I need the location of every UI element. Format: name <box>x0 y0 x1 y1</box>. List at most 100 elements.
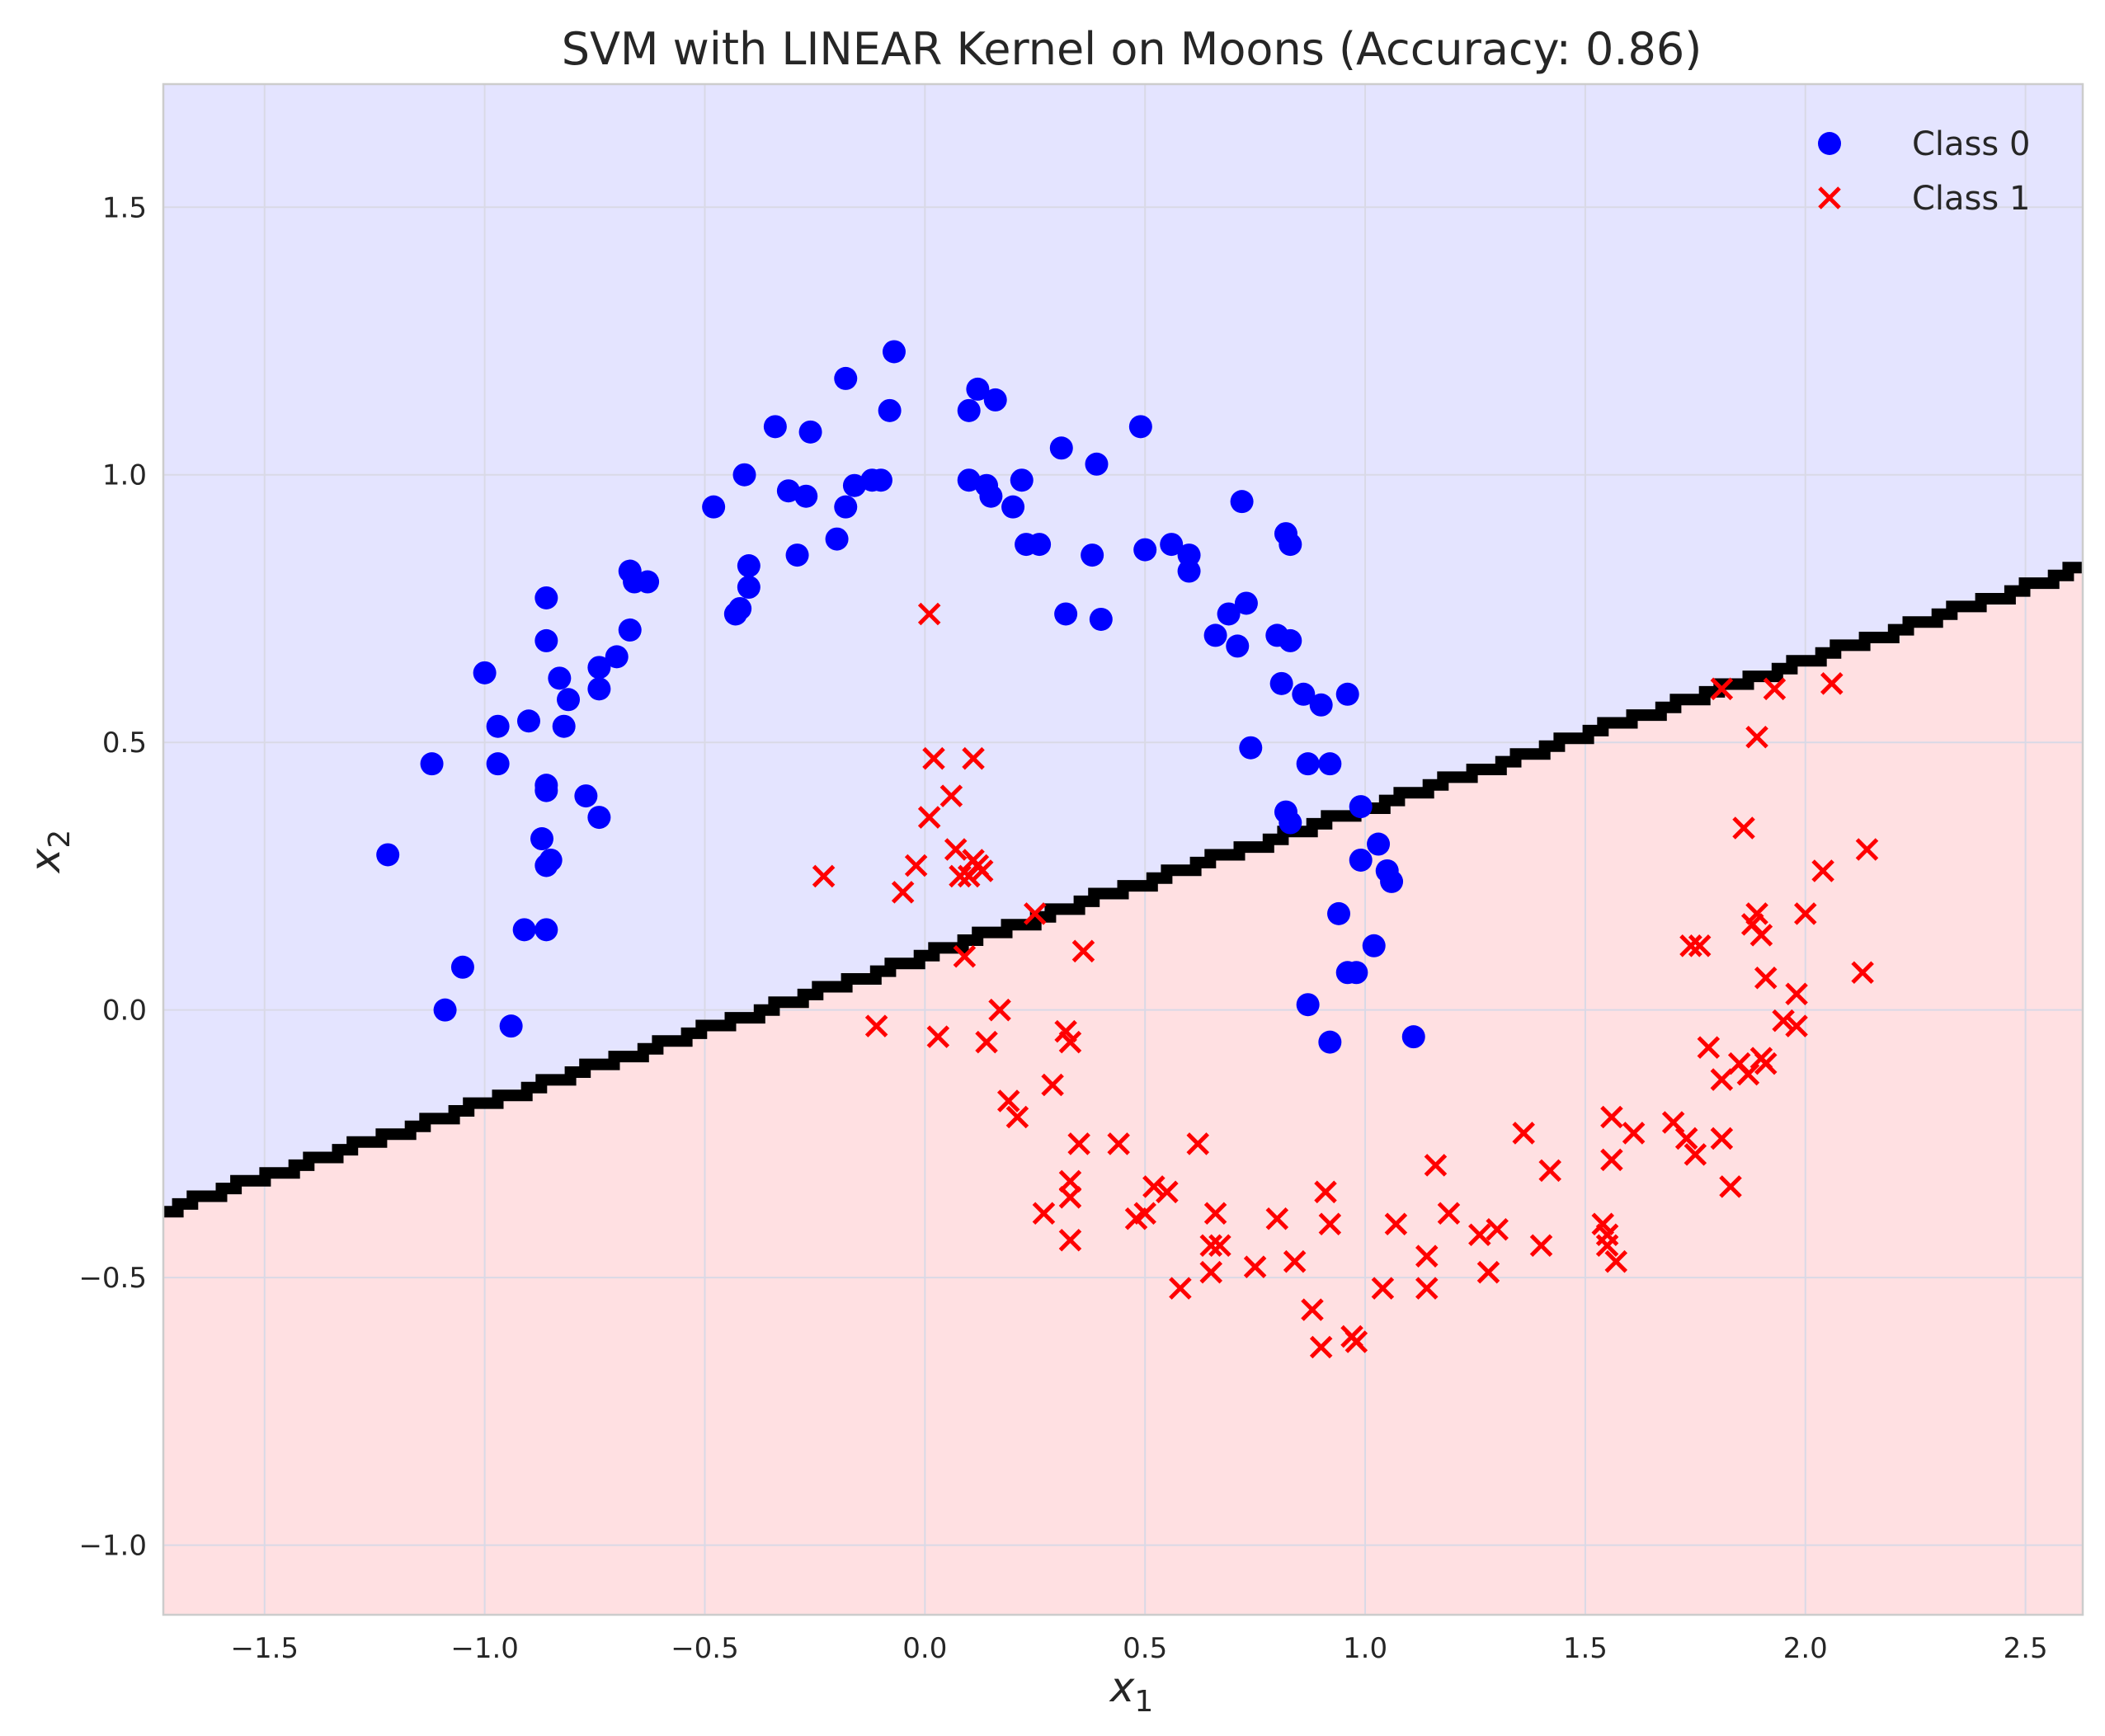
class-1-point <box>962 746 985 770</box>
x-axis-ticks: −1.5 −1.0 −0.5 0.0 0.5 1.0 1.5 2.0 2.5 <box>230 1632 2047 1665</box>
x-axis-label-subscript: 1 <box>1134 1685 1153 1719</box>
class-0-point <box>512 918 536 942</box>
class-0-point <box>983 388 1007 412</box>
chart-title: SVM with LINEAR Kernel on Moons (Accurac… <box>562 23 1702 75</box>
class-0-point <box>534 586 558 609</box>
class-1-point <box>1745 725 1768 749</box>
class-0-point <box>1054 602 1078 626</box>
decision-boundary-line <box>163 562 2083 1218</box>
class-1-point <box>1032 1202 1056 1226</box>
class-1-point <box>1424 1154 1448 1177</box>
class-1-point <box>1437 1202 1461 1226</box>
class-0-point <box>1327 901 1351 925</box>
class-1-point <box>1529 1234 1553 1257</box>
class-1-point <box>1732 816 1755 840</box>
class-0-point <box>878 398 902 422</box>
class-1-point <box>1058 1030 1082 1054</box>
x-tick-label: 0.0 <box>902 1632 947 1665</box>
x-tick-label: 0.5 <box>1123 1632 1167 1665</box>
class-0-point <box>1203 623 1227 647</box>
class-0-point <box>1335 682 1359 706</box>
class-1-point <box>1595 1234 1619 1257</box>
legend-marker-class-1 <box>1818 186 1841 209</box>
class-1-point <box>1793 902 1817 925</box>
class-0-point <box>473 661 497 685</box>
class-0-point <box>834 495 858 519</box>
class-0-point <box>499 1014 523 1038</box>
decision-region-class-0 <box>163 84 2083 1209</box>
class-1-point <box>1058 1228 1082 1252</box>
class-1-point <box>1538 1159 1561 1183</box>
legend-marker-class-0 <box>1818 132 1841 155</box>
y-tick-label: 1.5 <box>102 191 147 224</box>
class-1-point <box>1186 1132 1209 1155</box>
class-1-point <box>1855 838 1879 861</box>
class-1-point <box>1371 1277 1395 1300</box>
class-1-point <box>1679 934 1702 957</box>
class-0-point <box>1089 607 1113 631</box>
class-1-point <box>1476 1260 1500 1284</box>
class-0-point <box>1296 752 1320 776</box>
class-1-point <box>1710 1068 1734 1091</box>
class-1-point <box>1468 1223 1491 1247</box>
class-1-point <box>1512 1122 1535 1145</box>
class-0-point <box>1128 415 1152 439</box>
class-0-point <box>1292 682 1316 706</box>
x-tick-label: −0.5 <box>671 1632 739 1665</box>
class-0-point <box>825 527 849 551</box>
class-0-point <box>530 827 553 851</box>
class-0-point <box>763 415 787 439</box>
class-0-point <box>516 709 540 733</box>
class-0-point <box>1230 490 1254 514</box>
class-0-point <box>557 688 581 712</box>
class-1-point <box>1710 677 1734 701</box>
class-0-point <box>1367 832 1391 856</box>
class-0-point <box>1279 811 1302 835</box>
legend-label-class-0: Class 0 <box>1912 125 2030 163</box>
class-0-point <box>548 666 572 690</box>
x-tick-label: 2.0 <box>1783 1632 1828 1665</box>
class-1-point <box>1318 1212 1342 1236</box>
class-1-point <box>939 784 963 807</box>
class-1-point <box>917 806 941 829</box>
class-1-point <box>917 602 941 626</box>
class-0-point <box>882 340 906 364</box>
class-0-point <box>732 463 756 487</box>
class-0-point <box>737 554 761 578</box>
class-1-point <box>1785 1014 1808 1037</box>
class-0-point <box>574 784 598 808</box>
y-tick-label: 0.0 <box>102 995 147 1028</box>
class-0-point <box>1177 543 1201 567</box>
class-1-point <box>1719 1175 1742 1198</box>
class-1-point <box>1772 1009 1795 1033</box>
class-0-point <box>1318 752 1342 776</box>
class-0-point <box>1296 993 1320 1017</box>
class-1-point <box>891 881 915 904</box>
class-0-point <box>979 484 1003 508</box>
class-1-point <box>988 998 1011 1022</box>
class-0-point <box>1239 736 1263 760</box>
class-1-point <box>1688 934 1712 957</box>
class-0-point <box>1028 533 1052 557</box>
y-axis-label-base: x <box>21 848 69 874</box>
class-0-point <box>534 628 558 652</box>
class-0-point <box>1318 1030 1342 1054</box>
class-1-point <box>1415 1244 1439 1268</box>
y-axis-ticks: −1.0 −0.5 0.0 0.5 1.0 1.5 <box>78 191 147 1562</box>
class-1-point <box>1067 1132 1090 1155</box>
class-0-point <box>842 473 866 497</box>
class-1-point <box>1384 1212 1408 1236</box>
x-tick-label: −1.0 <box>450 1632 519 1665</box>
class-1-point <box>926 1025 950 1048</box>
class-0-point <box>605 645 629 669</box>
class-1-point <box>1058 1186 1082 1209</box>
class-1-point <box>1785 982 1808 1005</box>
class-0-point <box>1269 671 1293 695</box>
class-0-point <box>1380 869 1404 893</box>
class-1-point <box>904 854 928 877</box>
class-0-point <box>587 656 611 680</box>
class-0-point <box>1279 533 1302 557</box>
class-0-point <box>1177 559 1201 583</box>
class-0-point <box>376 843 400 867</box>
class-1-point <box>1199 1260 1223 1284</box>
